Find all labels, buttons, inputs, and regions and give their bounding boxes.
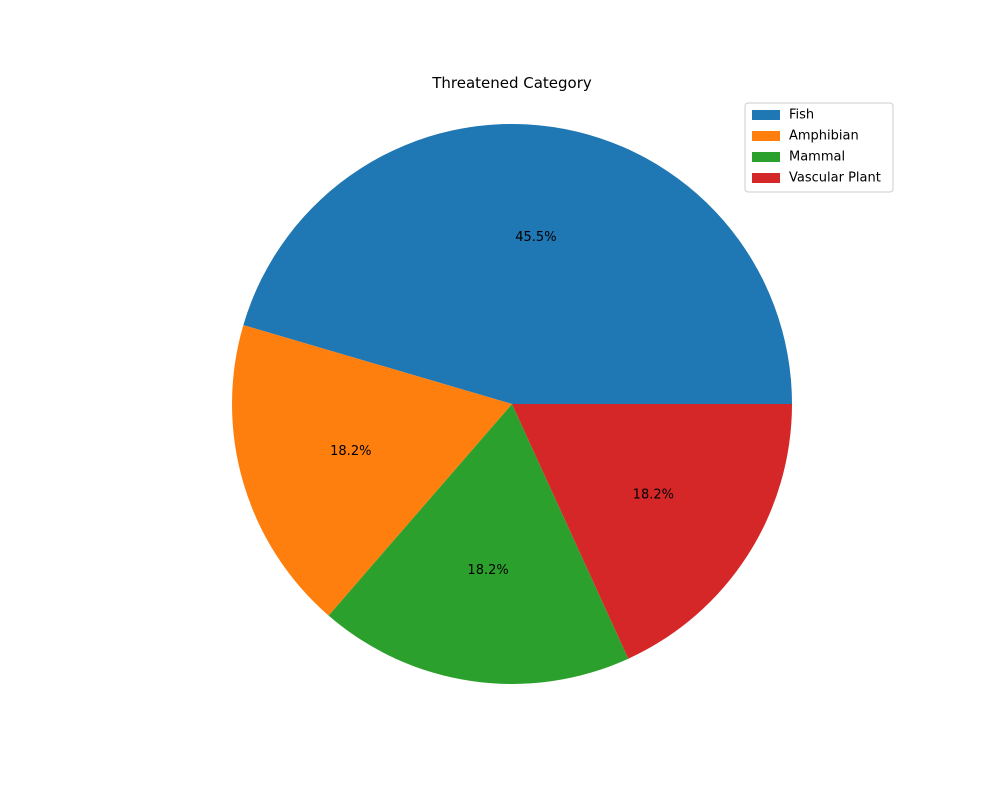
pie-slice-amphibian [231,325,512,616]
percent-label: 18.2% [467,563,508,578]
percent-label: 45.5% [515,230,556,245]
legend-label: Vascular Plant [789,171,881,186]
pie-slices [231,123,792,685]
chart-title: Threatened Category [431,74,592,92]
percent-label: 18.2% [633,487,674,502]
legend-label: Mammal [789,150,845,165]
legend-frame [744,102,894,193]
pie-slice-vascular-plant [512,404,792,659]
percent-label: 18.2% [330,444,371,459]
legend-swatch [752,110,780,120]
legend-swatch [752,152,780,162]
legend-label: Fish [789,108,814,123]
legend: Fish Amphibian Mammal Vascular Plant [744,102,894,193]
legend-items: Fish Amphibian Mammal Vascular Plant [752,108,881,186]
pie-slice-fish [243,123,792,404]
percent-labels: 45.5% 18.2% 18.2% 18.2% [330,230,674,578]
pie-slice-mammal [328,404,629,685]
legend-label: Amphibian [789,129,859,144]
legend-swatch [752,173,780,183]
legend-swatch [752,131,780,141]
